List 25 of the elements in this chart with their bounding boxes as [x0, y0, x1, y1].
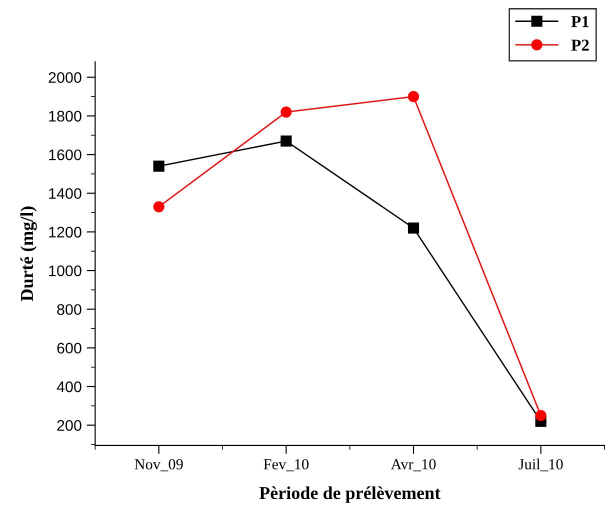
x-tick-label: Nov_09	[134, 459, 183, 472]
point	[153, 160, 164, 172]
y-tick-label: 1600	[49, 149, 82, 160]
legend-label: P2	[571, 40, 589, 51]
point	[408, 91, 420, 102]
y-tick-label: 2000	[48, 72, 82, 83]
point	[280, 135, 292, 147]
point	[408, 222, 420, 234]
x-tick-label: Avr_10	[390, 459, 436, 472]
point	[535, 410, 546, 422]
point	[280, 106, 292, 118]
y-axis-title: Durté (mg/l)	[20, 206, 37, 302]
y-tick-label: 1200	[49, 226, 82, 238]
y-tick-label: 1400	[49, 188, 82, 199]
y-tick-label: 200	[57, 420, 82, 431]
y-tick-label: 400	[56, 381, 82, 392]
y-tick-label: 1000	[49, 265, 82, 276]
legend-label: P1	[571, 16, 589, 28]
x-axis-title: Pèriode de prélèvement	[259, 486, 440, 503]
point	[153, 201, 164, 212]
x-tick-label: Juil_10	[518, 458, 563, 472]
y-tick-label: 600	[57, 342, 82, 354]
x-tick-label: Fev_10	[264, 459, 308, 472]
y-tick-label: 1800	[49, 110, 82, 122]
y-tick-label: 800	[57, 304, 82, 315]
